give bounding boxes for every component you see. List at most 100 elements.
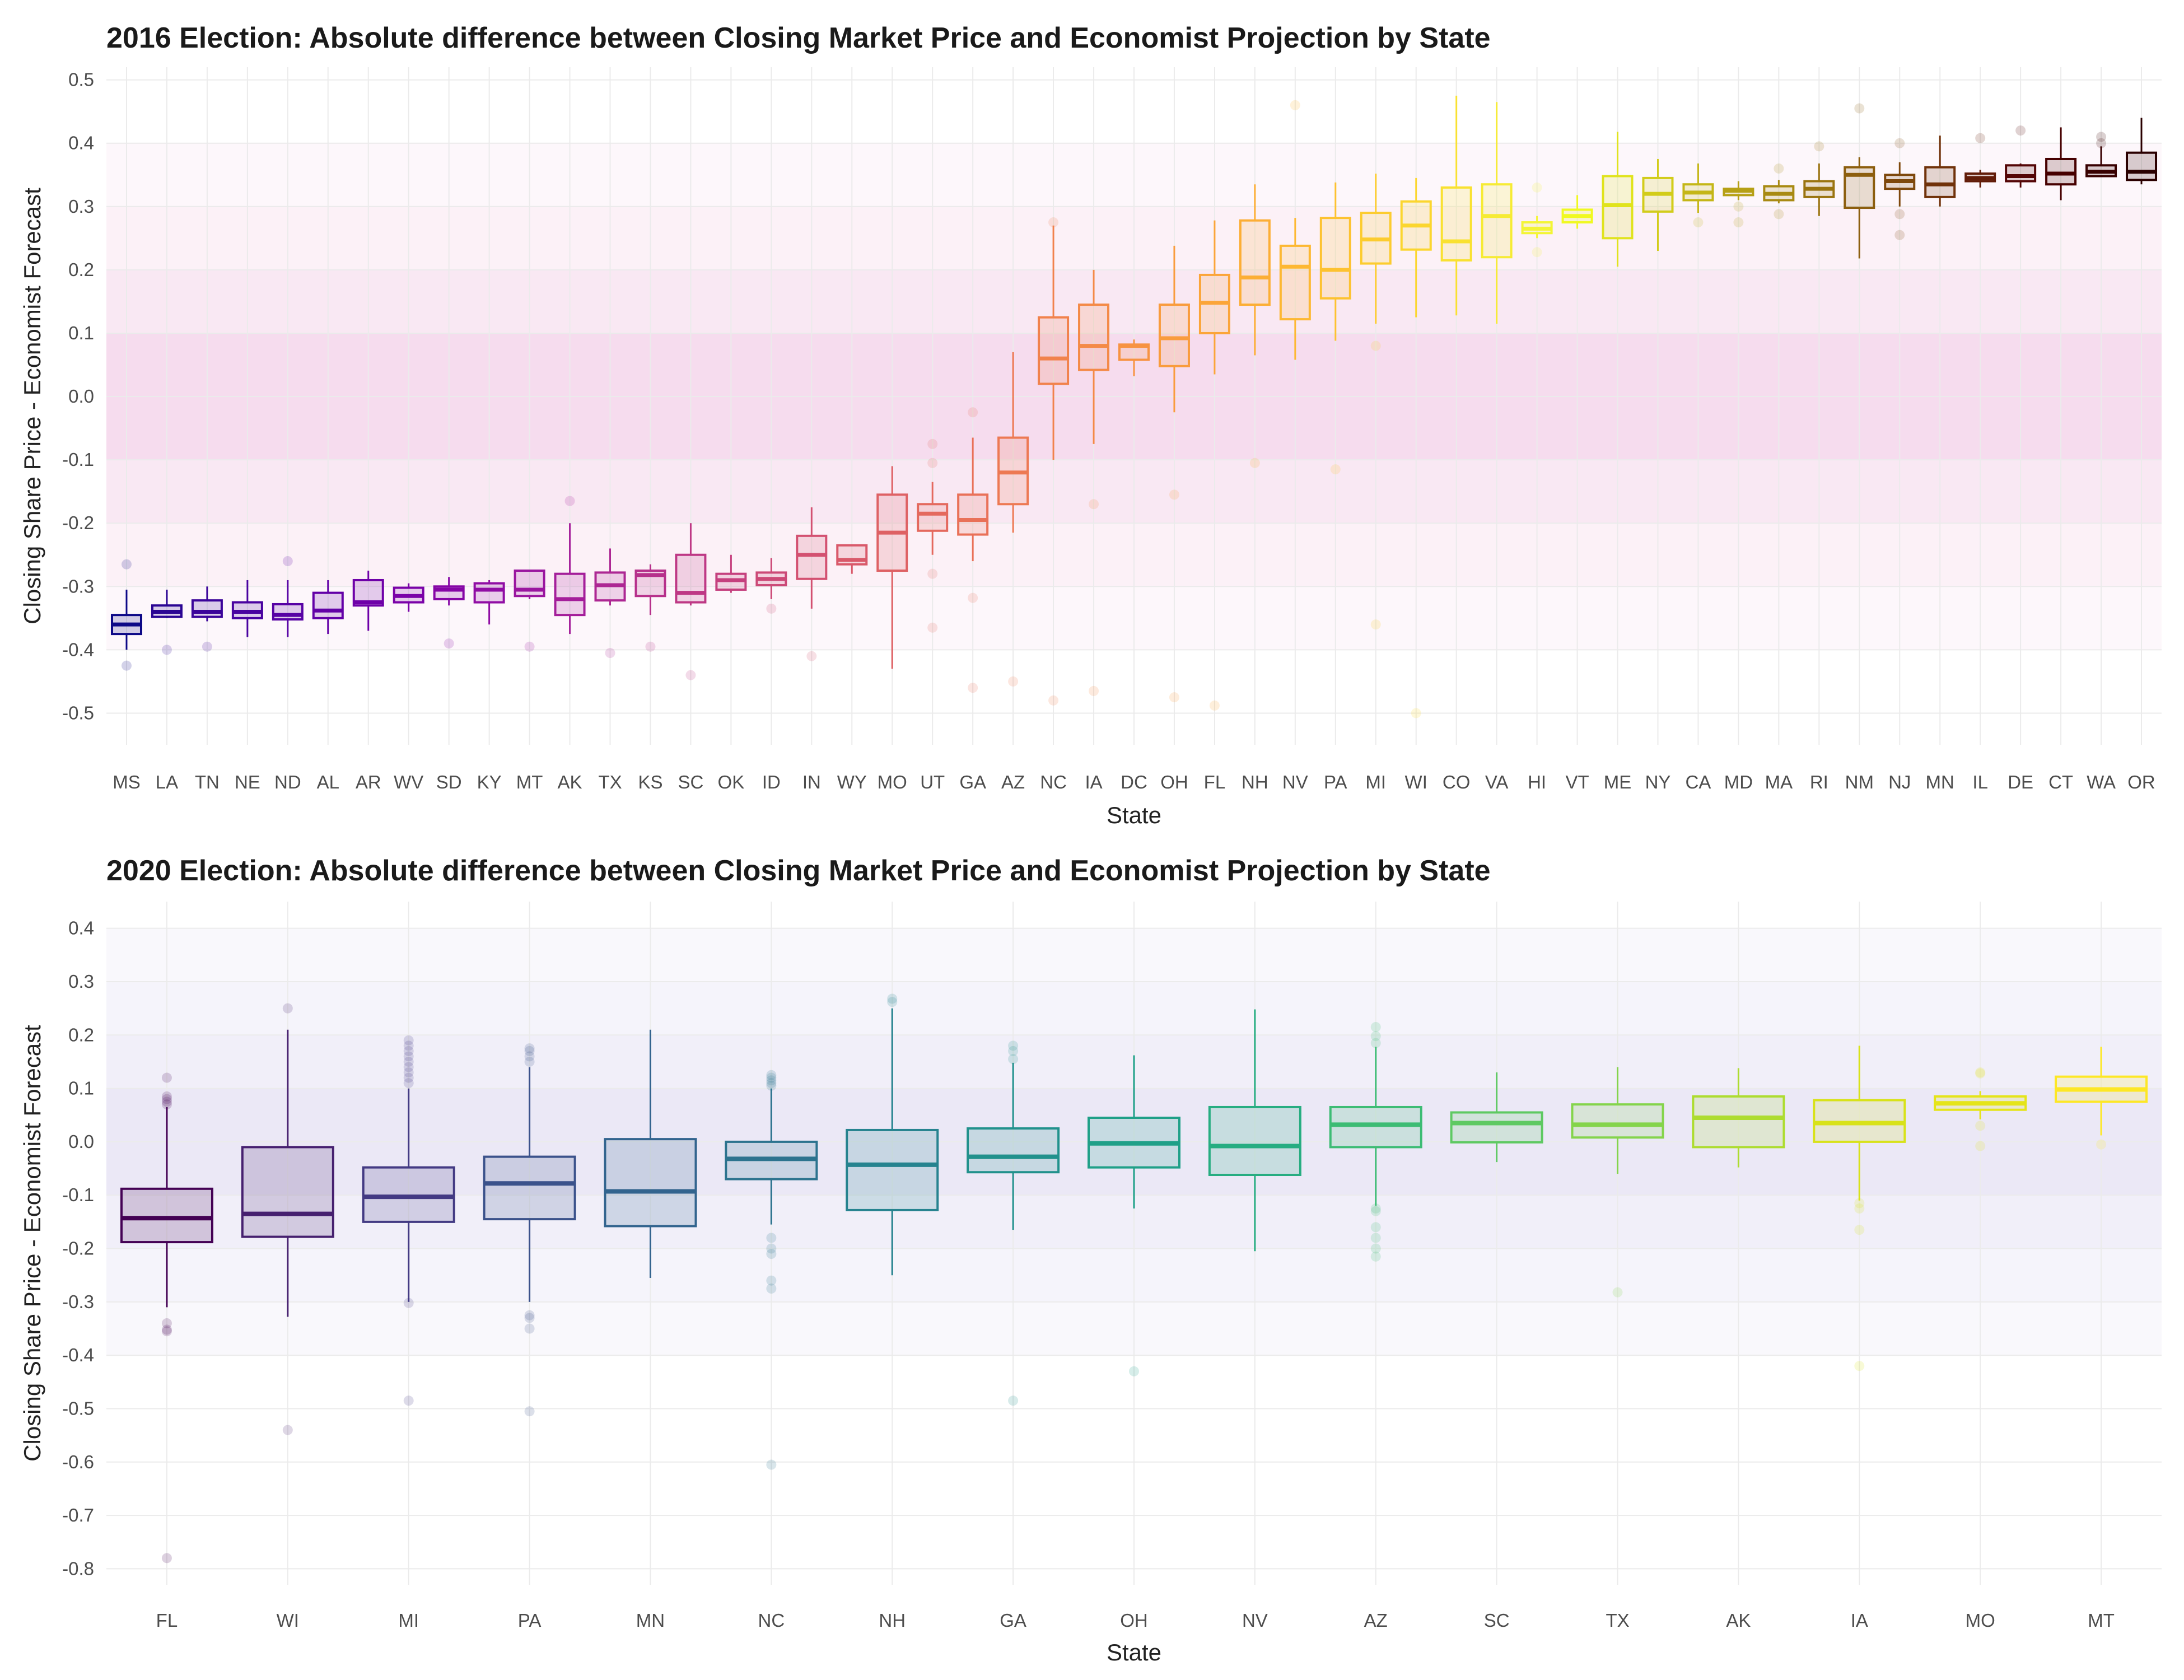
iqr-box [1481, 183, 1513, 259]
outlier-point [766, 1070, 777, 1080]
iqr-box [272, 603, 304, 621]
box-AR [352, 571, 384, 631]
outlier-point [161, 1094, 172, 1104]
x-tick-label: GA [1000, 1610, 1026, 1631]
outlier-point [1370, 340, 1381, 351]
outlier-point [1975, 1121, 1986, 1131]
outlier-point [161, 1091, 172, 1102]
box-IL [1964, 133, 1996, 188]
iqr-box [675, 553, 707, 604]
x-tick-label: MO [878, 772, 907, 792]
outlier-point [403, 1062, 414, 1072]
x-tick-label: OR [2127, 772, 2155, 792]
iqr-box [1239, 219, 1271, 306]
x-tick-label: CO [1443, 772, 1471, 792]
box-TN [191, 586, 223, 652]
x-tick-label: KS [638, 772, 662, 792]
outlier-point [1774, 209, 1784, 220]
x-tick-label: VA [1485, 772, 1509, 792]
iqr-box [1924, 166, 1956, 198]
box-NM [1844, 103, 1875, 259]
x-tick-label: AL [317, 772, 339, 792]
x-tick-label: ME [1604, 772, 1632, 792]
x-tick-label: SC [678, 772, 704, 792]
outlier-point [524, 1406, 535, 1417]
y-axis-label: Closing Share Price - Economist Forecast [19, 188, 45, 624]
outlier-point [1733, 201, 1744, 212]
x-tick-label: MT [516, 772, 543, 792]
x-tick-label: GA [959, 772, 986, 792]
outlier-point [524, 1046, 535, 1056]
x-tick-label: ND [274, 772, 301, 792]
box-WI [1400, 178, 1432, 718]
outlier-point [1370, 1243, 1381, 1254]
outlier-point [524, 1051, 535, 1062]
outlier-point [766, 1080, 777, 1091]
x-tick-label: NJ [1888, 772, 1911, 792]
outlier-point [1370, 1251, 1381, 1262]
outlier-point [2096, 132, 2107, 142]
box-AZ [1329, 1021, 1422, 1262]
y-tick-label: -0.3 [62, 1291, 94, 1312]
box-NV [1208, 1009, 1301, 1252]
chart-2016: 2016 Election: Absolute difference betwe… [19, 22, 2162, 828]
outlier-point [1370, 1233, 1381, 1243]
y-tick-label: 0.1 [68, 1078, 94, 1099]
outlier-point [1370, 1203, 1381, 1214]
x-tick-label: IA [1851, 1610, 1868, 1631]
box-TX [1571, 1067, 1664, 1298]
box-MD [1723, 181, 1754, 228]
y-tick-label: -0.4 [62, 1345, 94, 1365]
iqr-box [2126, 151, 2158, 181]
iqr-box [473, 582, 505, 604]
x-tick-label: MI [1365, 772, 1386, 792]
box-SC [675, 523, 707, 680]
outlier-point [1532, 247, 1542, 258]
x-tick-label: FL [156, 1610, 178, 1631]
outlier-point [1008, 1396, 1019, 1406]
outlier-point [927, 622, 938, 633]
box-NC [1038, 217, 1070, 706]
x-tick-label: AR [356, 772, 381, 792]
y-tick-label: -0.6 [62, 1452, 94, 1472]
box-NJ [1884, 138, 1916, 240]
iqr-box [1450, 1111, 1543, 1144]
box-MN [1924, 136, 1956, 207]
outlier-point [403, 1078, 414, 1089]
outlier-point [1370, 1038, 1381, 1048]
x-tick-label: PA [1324, 772, 1347, 792]
box-NV [1279, 100, 1311, 360]
x-axis-label: State [1107, 802, 1161, 828]
box-AK [554, 496, 586, 634]
outlier-point [524, 641, 535, 652]
box-MI [1360, 173, 1392, 630]
box-FL [120, 1072, 213, 1564]
box-MT [2055, 1047, 2148, 1150]
outlier-point [1209, 700, 1220, 711]
box-MN [604, 1029, 697, 1278]
box-SC [1450, 1072, 1543, 1163]
box-NH [846, 993, 939, 1276]
x-tick-label: WI [277, 1610, 299, 1631]
x-tick-label: WI [1405, 772, 1427, 792]
y-tick-label: -0.5 [62, 702, 94, 723]
outlier-point [524, 1056, 535, 1067]
x-axis-label: State [1107, 1639, 1161, 1665]
chart-title: 2016 Election: Absolute difference betwe… [106, 22, 1491, 54]
outlier-point [1975, 1068, 1986, 1079]
box-ID [755, 558, 787, 614]
iqr-box [1208, 1105, 1301, 1176]
x-tick-label: MS [113, 772, 141, 792]
outlier-point [2015, 125, 2026, 136]
outlier-point [605, 648, 615, 659]
x-tick-label: TN [195, 772, 220, 792]
outlier-point [2096, 138, 2107, 148]
outlier-point [1854, 103, 1865, 114]
iqr-box [1571, 1103, 1664, 1139]
x-tick-label: NE [235, 772, 260, 792]
outlier-point [1693, 217, 1704, 228]
box-OH [1158, 245, 1190, 703]
x-tick-label: SD [436, 772, 462, 792]
x-tick-label: LA [156, 772, 178, 792]
